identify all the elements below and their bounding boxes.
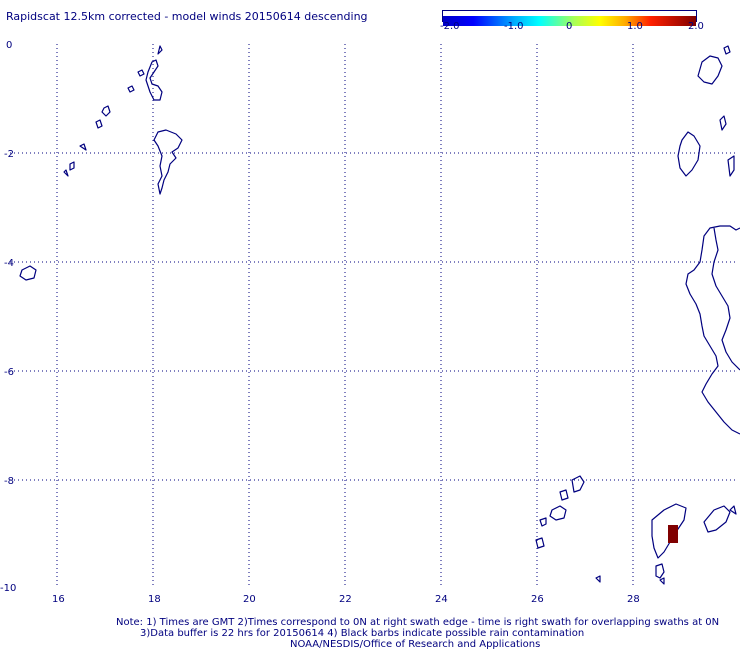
y-tick-labels: 0 -2 -4 -6 -8 -10 [0,40,16,594]
footnote-line-3: NOAA/NESDIS/Office of Research and Appli… [290,639,541,650]
footnote-line-1: Note: 1) Times are GMT 2)Times correspon… [116,617,720,628]
colorbar-label-min: -2.0 [440,21,460,32]
y-tick-label: -8 [4,476,14,487]
x-tick-label: 18 [148,594,161,605]
colorbar-label-max: 2.0 [688,21,704,32]
map-plot: 16 18 20 22 24 26 28 0 -2 -4 -6 -8 -10 [0,40,740,605]
x-tick-label: 28 [627,594,640,605]
x-tick-label: 16 [52,594,65,605]
colorbar [442,10,697,26]
y-tick-label: -6 [4,367,14,378]
colorbar-label-zero: 0 [566,21,573,32]
footnote-line-2: 3)Data buffer is 22 hrs for 20150614 4) … [140,628,585,639]
x-tick-label: 22 [339,594,352,605]
y-tick-label: 0 [6,40,12,51]
coastlines [19,45,740,585]
grid-lines [10,44,735,588]
x-tick-labels: 16 18 20 22 24 26 28 [52,594,640,605]
wind-data-marker [668,525,678,543]
colorbar-label-neg1: -1.0 [504,21,524,32]
x-tick-label: 24 [435,594,448,605]
colorbar-label-pos1: 1.0 [627,21,643,32]
y-tick-label: -2 [4,149,14,160]
x-tick-label: 26 [531,594,544,605]
x-tick-label: 20 [243,594,256,605]
y-tick-label: -10 [0,583,16,594]
colorbar-gradient [443,16,696,26]
figure-title: Rapidscat 12.5km corrected - model winds… [6,10,368,23]
y-tick-label: -4 [4,258,14,269]
